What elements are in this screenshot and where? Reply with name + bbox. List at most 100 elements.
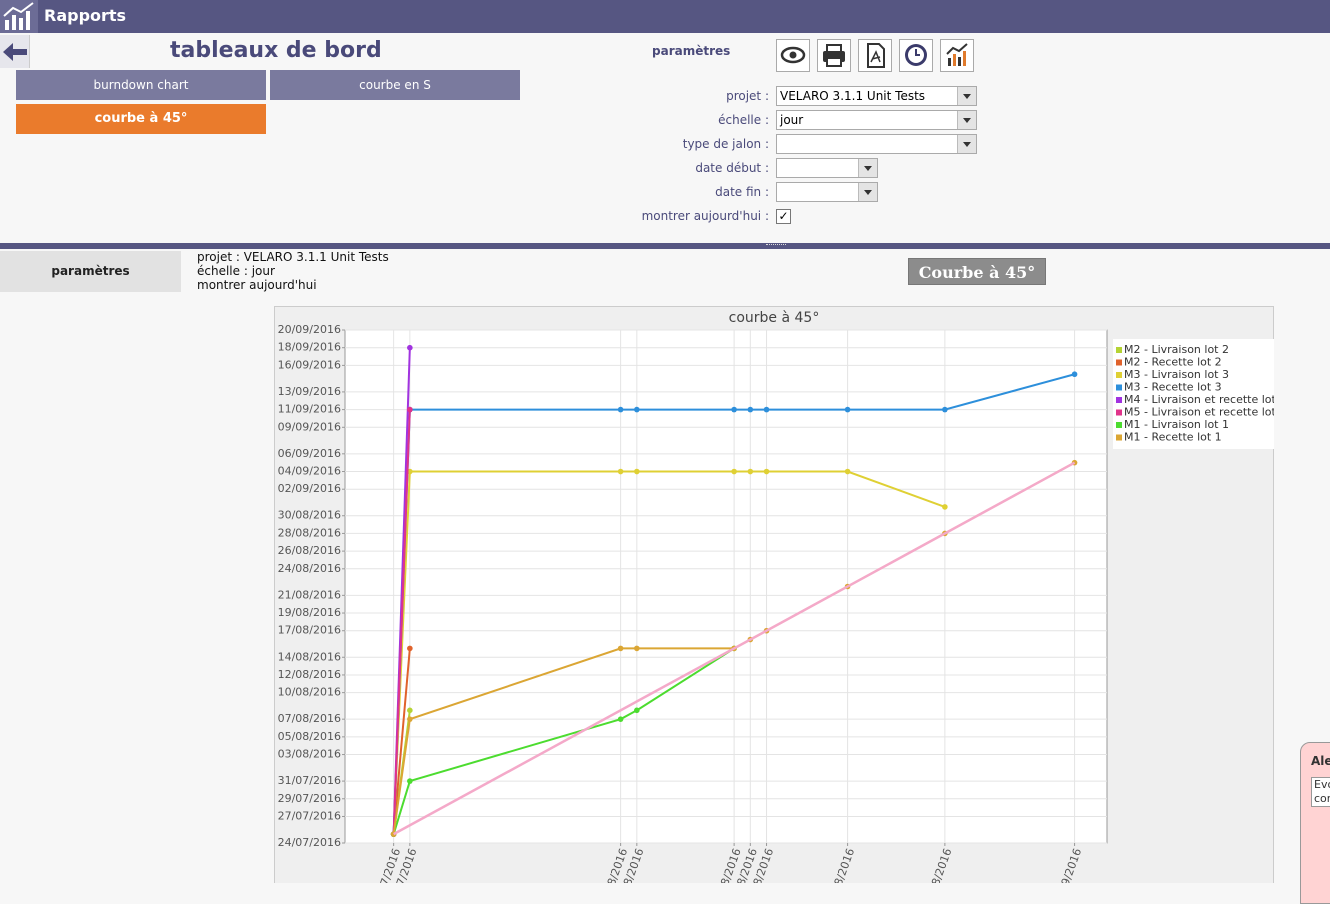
select[interactable]: [776, 134, 977, 154]
y-tick-label: 20/09/2016: [278, 323, 341, 336]
y-tick-label: 24/08/2016: [278, 562, 341, 575]
select[interactable]: [776, 158, 878, 178]
pdf-icon[interactable]: [858, 39, 892, 72]
plot-area: [344, 329, 1108, 844]
diagonal-line: [393, 461, 1076, 836]
form-row: échelle : jour: [560, 108, 1060, 132]
summary-line: échelle : jour: [197, 264, 275, 278]
data-point: [617, 645, 624, 652]
y-tick-label: 03/08/2016: [278, 748, 341, 761]
y-tick-label: 09/09/2016: [278, 420, 341, 433]
data-point: [407, 716, 413, 722]
data-point: [617, 716, 624, 722]
legend-label: M1 - Recette lot 1: [1124, 431, 1222, 444]
y-tick-label: 28/08/2016: [278, 526, 341, 539]
field-label: date fin :: [715, 185, 769, 199]
form-row: projet : VELARO 3.1.1 Unit Tests: [560, 84, 1060, 108]
field-label: projet :: [726, 89, 769, 103]
legend-swatch: [1116, 434, 1122, 441]
select[interactable]: VELARO 3.1.1 Unit Tests: [776, 86, 977, 106]
data-point: [763, 468, 770, 475]
alert-line: Evo: [1314, 778, 1330, 791]
data-point: [747, 406, 754, 413]
y-tick-label: 16/09/2016: [278, 358, 341, 371]
field-label: date début :: [695, 161, 769, 175]
legend-box: [1113, 339, 1274, 449]
y-tick-label: 26/08/2016: [278, 544, 341, 557]
summary-line: montrer aujourd'hui: [197, 278, 317, 292]
clock-icon[interactable]: [899, 39, 933, 72]
data-point: [747, 468, 754, 475]
legend-label: M4 - Livraison et recette lot: [1124, 393, 1274, 406]
form-row: date début :: [560, 156, 1060, 180]
data-point: [634, 406, 640, 413]
app-title: Rapports: [44, 6, 127, 25]
y-tick-label: 24/07/2016: [278, 836, 341, 849]
form-row: date fin :: [560, 180, 1060, 204]
data-point: [407, 707, 413, 714]
y-tick-label: 17/08/2016: [278, 624, 341, 637]
data-point: [1071, 371, 1078, 378]
y-tick-label: 29/07/2016: [278, 792, 341, 805]
y-tick-label: 10/08/2016: [278, 686, 341, 699]
divider-handle[interactable]: [766, 244, 786, 247]
legend-label: M2 - Livraison lot 2: [1124, 343, 1229, 356]
legend-label: M2 - Recette lot 2: [1124, 356, 1222, 369]
legend-swatch: [1116, 409, 1122, 416]
view-icon[interactable]: [776, 39, 810, 72]
tab[interactable]: courbe en S: [270, 70, 520, 100]
legend-swatch: [1116, 384, 1122, 391]
parameters-title: paramètres: [652, 44, 731, 58]
select[interactable]: [776, 182, 878, 202]
series-line: [392, 648, 411, 835]
y-tick-label: 30/08/2016: [278, 509, 341, 522]
chart-button[interactable]: Courbe à 45°: [908, 258, 1046, 285]
divider: [0, 243, 1330, 249]
y-tick-label: 07/08/2016: [278, 712, 341, 725]
data-point: [617, 468, 624, 475]
back-button[interactable]: [0, 35, 30, 68]
top-bar: Rapports: [0, 0, 1330, 33]
data-point: [634, 707, 640, 714]
y-tick-label: 04/09/2016: [278, 465, 341, 478]
field-label: échelle :: [718, 113, 769, 127]
data-point: [763, 406, 770, 413]
y-tick-label: 12/08/2016: [278, 668, 341, 681]
y-tick-label: 27/07/2016: [278, 809, 341, 822]
app-icon: [0, 0, 38, 33]
checkbox[interactable]: ✓: [776, 208, 791, 224]
data-point: [731, 468, 737, 475]
legend-label: M3 - Recette lot 3: [1124, 381, 1222, 394]
data-point: [407, 778, 413, 784]
chart-icon[interactable]: [940, 39, 974, 72]
tab[interactable]: burndown chart: [16, 70, 266, 100]
field-label: montrer aujourd'hui :: [641, 209, 769, 223]
data-point: [407, 344, 413, 351]
legend-swatch: [1116, 397, 1122, 403]
chart: courbe à 45° 24/07/2016 27/07/2016 29/07/2…: [274, 306, 1274, 883]
legend-label: M3 - Livraison lot 3: [1124, 368, 1229, 381]
chart-title: courbe à 45°: [729, 310, 820, 326]
alert-title: Ale: [1311, 754, 1330, 768]
data-point: [634, 645, 640, 652]
data-point: [617, 406, 624, 413]
y-tick-label: 21/08/2016: [278, 588, 341, 601]
legend-swatch: [1116, 347, 1122, 353]
y-tick-label: 14/08/2016: [278, 650, 341, 663]
summary-line: projet : VELARO 3.1.1 Unit Tests: [197, 250, 389, 264]
data-point: [844, 468, 851, 475]
data-point: [634, 468, 640, 475]
data-point: [407, 406, 413, 413]
legend-swatch: [1116, 359, 1122, 366]
legend-label: M5 - Livraison et recette lot: [1124, 406, 1274, 419]
parameters-panel[interactable]: paramètres: [0, 251, 181, 292]
select[interactable]: jour: [776, 110, 977, 130]
y-tick-label: 13/09/2016: [278, 385, 341, 398]
form-row: montrer aujourd'hui : ✓: [560, 204, 1060, 228]
form-row: type de jalon :: [560, 132, 1060, 156]
print-icon[interactable]: [817, 39, 851, 72]
legend-swatch: [1116, 422, 1122, 428]
tab[interactable]: courbe à 45°: [16, 104, 266, 134]
